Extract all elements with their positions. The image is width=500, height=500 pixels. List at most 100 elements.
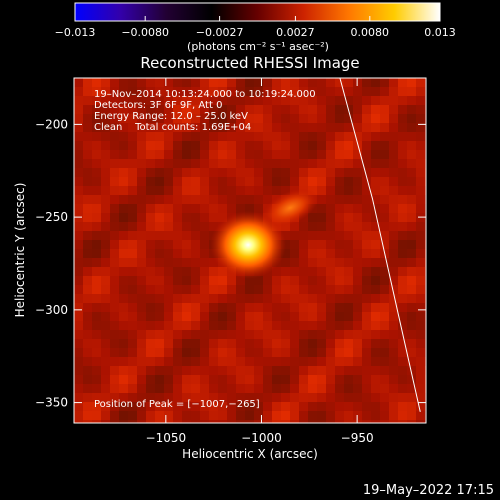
texture-cell (128, 366, 137, 375)
texture-cell (362, 339, 371, 348)
texture-cell (137, 402, 146, 411)
texture-cell (83, 357, 92, 366)
texture-cell (353, 141, 362, 150)
texture-cell (272, 159, 281, 168)
texture-cell (326, 285, 335, 294)
texture-cell (92, 312, 101, 321)
texture-cell (281, 177, 290, 186)
texture-cell (200, 411, 209, 420)
texture-cell (380, 375, 389, 384)
texture-cell (308, 240, 317, 249)
texture-cell (380, 123, 389, 132)
texture-cell (101, 384, 110, 393)
texture-cell (317, 411, 326, 420)
texture-cell (173, 213, 182, 222)
texture-cell (272, 168, 281, 177)
texture-cell (353, 204, 362, 213)
texture-cell (110, 195, 119, 204)
texture-cell (119, 96, 128, 105)
texture-cell (200, 249, 209, 258)
texture-cell (308, 339, 317, 348)
texture-cell (101, 186, 110, 195)
texture-cell (173, 312, 182, 321)
texture-cell (389, 105, 398, 114)
texture-cell (245, 186, 254, 195)
texture-cell (119, 249, 128, 258)
texture-cell (371, 249, 380, 258)
texture-cell (407, 294, 416, 303)
texture-cell (182, 411, 191, 420)
texture-cell (290, 330, 299, 339)
texture-cell (227, 195, 236, 204)
texture-cell (173, 168, 182, 177)
texture-cell (200, 402, 209, 411)
texture-cell (128, 141, 137, 150)
texture-cell (92, 213, 101, 222)
texture-cell (137, 321, 146, 330)
texture-cell (137, 240, 146, 249)
texture-cell (128, 132, 137, 141)
texture-cell (92, 366, 101, 375)
texture-cell (119, 186, 128, 195)
texture-cell (407, 285, 416, 294)
texture-cell (200, 420, 209, 423)
texture-cell (371, 213, 380, 222)
texture-cell (281, 330, 290, 339)
texture-cell (128, 330, 137, 339)
texture-cell (371, 375, 380, 384)
texture-cell (83, 411, 92, 420)
texture-cell (209, 150, 218, 159)
texture-cell (344, 123, 353, 132)
texture-cell (92, 78, 101, 87)
texture-cell (380, 78, 389, 87)
texture-cell (191, 195, 200, 204)
texture-cell (398, 186, 407, 195)
texture-cell (92, 402, 101, 411)
texture-cell (362, 276, 371, 285)
texture-cell (128, 357, 137, 366)
texture-cell (74, 186, 83, 195)
texture-cell (353, 330, 362, 339)
texture-cell (407, 393, 416, 402)
texture-cell (317, 258, 326, 267)
texture-cell (218, 96, 227, 105)
texture-cell (416, 411, 425, 420)
texture-cell (218, 402, 227, 411)
texture-cell (299, 321, 308, 330)
texture-cell (146, 204, 155, 213)
texture-cell (407, 123, 416, 132)
texture-cell (173, 105, 182, 114)
texture-cell (173, 96, 182, 105)
texture-cell (353, 177, 362, 186)
texture-cell (182, 240, 191, 249)
texture-cell (83, 402, 92, 411)
texture-cell (245, 168, 254, 177)
texture-cell (326, 348, 335, 357)
texture-cell (416, 78, 425, 87)
texture-cell (101, 132, 110, 141)
texture-cell (74, 420, 83, 423)
texture-cell (299, 168, 308, 177)
texture-cell (173, 267, 182, 276)
texture-cell (398, 312, 407, 321)
texture-cell (353, 393, 362, 402)
texture-cell (353, 276, 362, 285)
texture-cell (119, 177, 128, 186)
texture-cell (110, 249, 119, 258)
texture-cell (236, 411, 245, 420)
texture-cell (110, 87, 119, 96)
texture-cell (290, 96, 299, 105)
texture-cell (101, 204, 110, 213)
texture-cell (200, 366, 209, 375)
texture-cell (236, 150, 245, 159)
texture-cell (182, 78, 191, 87)
texture-cell (245, 150, 254, 159)
texture-cell (407, 132, 416, 141)
chart-title: Reconstructed RHESSI Image (140, 54, 359, 72)
texture-cell (326, 411, 335, 420)
solar-limb-line (339, 78, 421, 412)
texture-cell (263, 393, 272, 402)
texture-cell (263, 276, 272, 285)
texture-cell (83, 186, 92, 195)
texture-cell (191, 78, 200, 87)
